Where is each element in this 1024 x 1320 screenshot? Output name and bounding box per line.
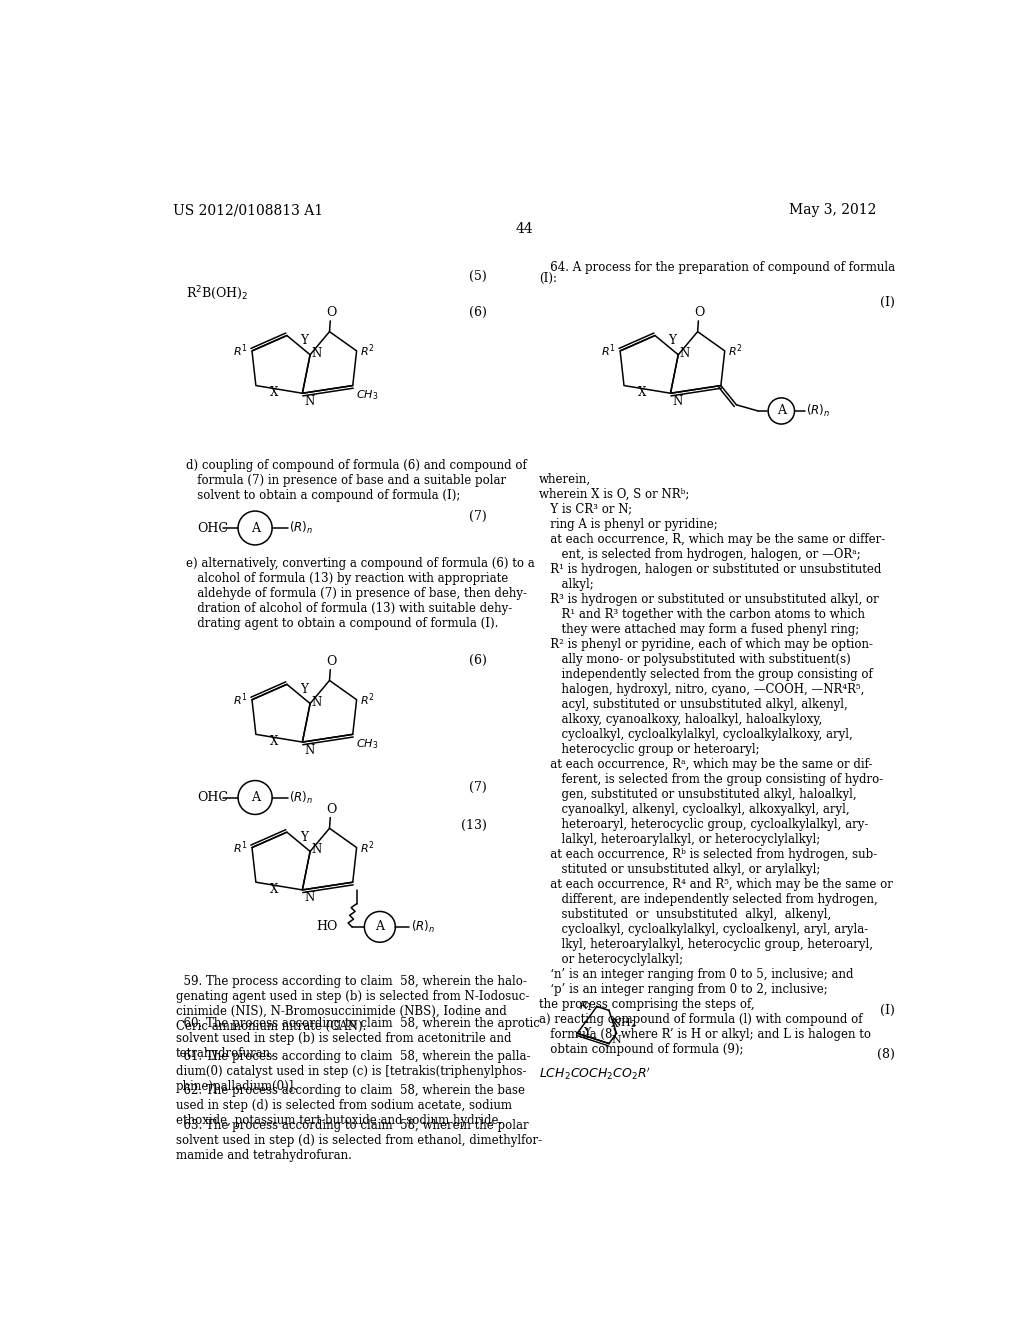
Text: $CH_3$: $CH_3$ bbox=[356, 738, 378, 751]
Text: X: X bbox=[270, 883, 279, 896]
Text: (7): (7) bbox=[469, 780, 486, 793]
Text: X: X bbox=[270, 385, 279, 399]
Text: $(R)_n$: $(R)_n$ bbox=[289, 520, 313, 536]
Text: N: N bbox=[672, 395, 682, 408]
Text: N: N bbox=[311, 347, 322, 360]
Text: N: N bbox=[304, 395, 314, 408]
Text: (7): (7) bbox=[469, 511, 486, 523]
Text: Y: Y bbox=[300, 830, 308, 843]
Text: e) alternatively, converting a compound of formula (6) to a
   alcohol of formul: e) alternatively, converting a compound … bbox=[186, 557, 535, 630]
Text: X: X bbox=[270, 735, 279, 748]
Text: $(R)_n$: $(R)_n$ bbox=[806, 403, 830, 418]
Text: A: A bbox=[777, 404, 785, 417]
Text: $R^2$: $R^2$ bbox=[359, 840, 375, 855]
Text: (8): (8) bbox=[878, 1048, 895, 1061]
Text: $LCH_2COCH_2CO_2R'$: $LCH_2COCH_2CO_2R'$ bbox=[539, 1065, 650, 1082]
Text: $R^1$: $R^1$ bbox=[232, 692, 248, 708]
Text: O: O bbox=[694, 306, 705, 319]
Text: 63. The process according to claim  58, wherein the polar
solvent used in step (: 63. The process according to claim 58, w… bbox=[176, 1119, 542, 1163]
Text: NH$_2$: NH$_2$ bbox=[611, 1016, 637, 1031]
Text: (I): (I) bbox=[881, 296, 895, 309]
Text: OHC: OHC bbox=[198, 791, 228, 804]
Text: 60. The process according to claim  58, wherein the aprotic
solvent used in step: 60. The process according to claim 58, w… bbox=[176, 1016, 540, 1060]
Text: N: N bbox=[311, 696, 322, 709]
Text: A: A bbox=[251, 791, 260, 804]
Text: Y: Y bbox=[300, 334, 308, 347]
Text: $R^1$: $R^1$ bbox=[232, 840, 248, 855]
Text: (13): (13) bbox=[461, 818, 486, 832]
Text: O: O bbox=[326, 803, 336, 816]
Text: N: N bbox=[304, 743, 314, 756]
Text: OHC: OHC bbox=[198, 521, 228, 535]
Text: O: O bbox=[326, 655, 336, 668]
Text: N: N bbox=[311, 843, 322, 857]
Text: 44: 44 bbox=[516, 222, 534, 235]
Text: $R^1$: $R^1$ bbox=[601, 343, 615, 359]
Text: May 3, 2012: May 3, 2012 bbox=[790, 203, 877, 216]
Text: (6): (6) bbox=[469, 306, 486, 319]
Text: US 2012/0108813 A1: US 2012/0108813 A1 bbox=[173, 203, 324, 216]
Text: Y: Y bbox=[584, 1027, 591, 1038]
Text: N: N bbox=[611, 1035, 622, 1044]
Text: O: O bbox=[326, 306, 336, 319]
Text: Y: Y bbox=[669, 334, 676, 347]
Text: 62. The process according to claim  58, wherein the base
used in step (d) is sel: 62. The process according to claim 58, w… bbox=[176, 1084, 525, 1127]
Text: (5): (5) bbox=[469, 271, 486, 282]
Text: wherein,
wherein X is O, S or NRᵇ;
   Y is CR³ or N;
   ring A is phenyl or pyri: wherein, wherein X is O, S or NRᵇ; Y is … bbox=[539, 473, 893, 1056]
Text: Y: Y bbox=[300, 682, 308, 696]
Text: X: X bbox=[638, 385, 646, 399]
Text: $R^2$: $R^2$ bbox=[359, 343, 375, 359]
Text: $R^2$: $R^2$ bbox=[359, 692, 375, 708]
Text: d) coupling of compound of formula (6) and compound of
   formula (7) in presenc: d) coupling of compound of formula (6) a… bbox=[186, 459, 527, 502]
Text: X: X bbox=[611, 1019, 618, 1030]
Text: (6): (6) bbox=[469, 653, 486, 667]
Text: $R^2$: $R^2$ bbox=[728, 343, 742, 359]
Text: $CH_3$: $CH_3$ bbox=[356, 388, 378, 403]
Text: $(R)_n$: $(R)_n$ bbox=[289, 789, 313, 805]
Text: 59. The process according to claim  58, wherein the halo-
genating agent used in: 59. The process according to claim 58, w… bbox=[176, 974, 529, 1032]
Text: N: N bbox=[680, 347, 690, 360]
Text: 64. A process for the preparation of compound of formula: 64. A process for the preparation of com… bbox=[539, 261, 895, 273]
Text: (I): (I) bbox=[881, 1003, 895, 1016]
Text: 61. The process according to claim  58, wherein the palla-
dium(0) catalyst used: 61. The process according to claim 58, w… bbox=[176, 1051, 530, 1093]
Text: $R_1$: $R_1$ bbox=[579, 999, 593, 1014]
Text: N: N bbox=[304, 891, 314, 904]
Text: (I):: (I): bbox=[539, 272, 557, 285]
Text: HO: HO bbox=[315, 920, 337, 933]
Text: $R^1$: $R^1$ bbox=[232, 343, 248, 359]
Text: A: A bbox=[251, 521, 260, 535]
Text: A: A bbox=[376, 920, 384, 933]
Text: R$^2$B(OH)$_2$: R$^2$B(OH)$_2$ bbox=[186, 284, 249, 302]
Text: $(R)_n$: $(R)_n$ bbox=[411, 919, 435, 935]
